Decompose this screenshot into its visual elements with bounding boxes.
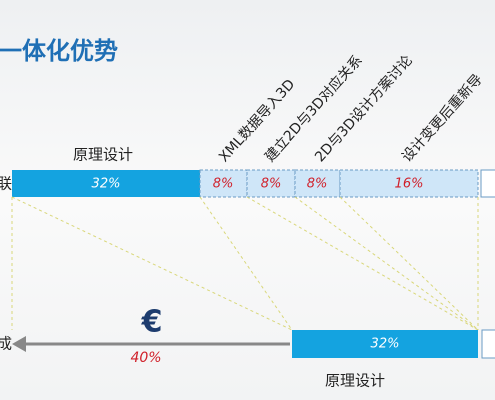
- side-label: 联: [0, 175, 12, 193]
- connector: [11, 196, 293, 331]
- segment: [292, 330, 478, 358]
- segment-label: 32%: [371, 337, 400, 352]
- bar-caption: 原理设计: [325, 372, 385, 390]
- connector: [339, 196, 479, 331]
- connector: [199, 196, 293, 331]
- segment: [480, 169, 495, 198]
- saving-symbol: €: [141, 305, 163, 340]
- segment: [12, 170, 200, 197]
- segment-label: 8%: [261, 177, 282, 192]
- segment-label: 8%: [307, 177, 328, 192]
- bar-caption: 原理设计: [73, 146, 133, 164]
- segment-label: 16%: [395, 177, 424, 192]
- title: 一体化优势: [0, 37, 118, 65]
- connector: [246, 196, 479, 331]
- segment-label: 32%: [92, 177, 121, 192]
- connector: [294, 196, 479, 331]
- side-label: 成: [0, 335, 12, 353]
- segment: [294, 169, 341, 198]
- segment: [339, 169, 479, 198]
- segment-label: 8%: [213, 177, 234, 192]
- saving-percent: 40%: [130, 350, 161, 366]
- segment: [481, 329, 495, 359]
- arrow-head: [12, 336, 26, 352]
